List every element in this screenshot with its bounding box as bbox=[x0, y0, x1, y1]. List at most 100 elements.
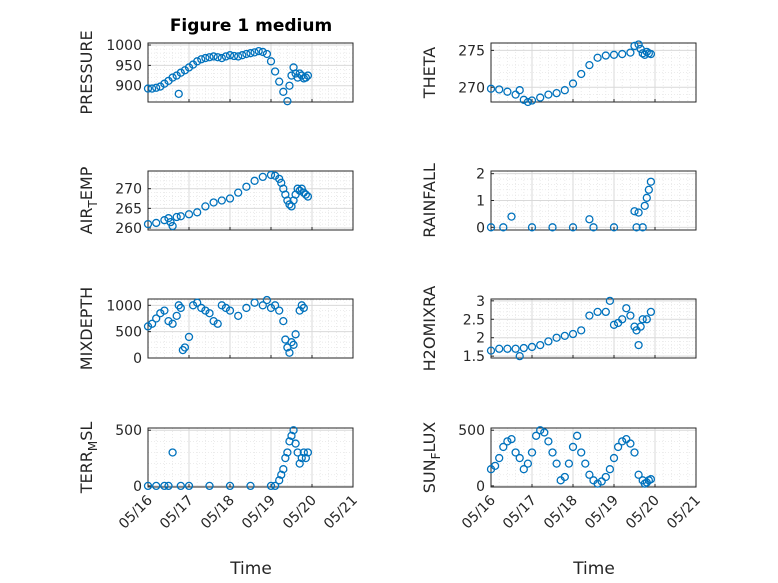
data-point bbox=[536, 93, 545, 102]
data-point bbox=[609, 453, 619, 463]
data-point bbox=[577, 326, 586, 335]
data-point bbox=[593, 479, 602, 488]
x-axis-label-left: Time bbox=[229, 559, 272, 579]
data-point bbox=[275, 306, 284, 315]
data-point bbox=[523, 97, 533, 107]
data-point bbox=[486, 223, 496, 232]
data-point bbox=[560, 331, 569, 341]
data-point bbox=[638, 223, 647, 232]
data-point bbox=[295, 459, 304, 468]
data-point bbox=[164, 316, 173, 326]
data-point bbox=[609, 320, 619, 329]
data-point bbox=[176, 68, 185, 77]
data-point bbox=[642, 315, 651, 324]
data-point bbox=[242, 182, 251, 191]
data-point bbox=[634, 208, 643, 217]
data-point bbox=[209, 316, 218, 326]
data-point bbox=[519, 95, 528, 104]
data-point bbox=[168, 73, 177, 82]
data-point bbox=[622, 434, 631, 444]
axes-box bbox=[147, 42, 354, 103]
data-point bbox=[234, 52, 243, 61]
axes-box bbox=[490, 427, 697, 488]
data-point bbox=[593, 53, 602, 62]
y-tick-label: 1 bbox=[476, 194, 485, 210]
y-axis-label: MIXDEPTH bbox=[77, 287, 96, 370]
data-point bbox=[176, 481, 185, 491]
data-point bbox=[622, 304, 631, 313]
data-point bbox=[642, 193, 651, 202]
subplot-mixdepth: 0 500 1000 MIXDEPTH bbox=[77, 287, 354, 370]
data-point bbox=[156, 309, 165, 318]
data-point bbox=[646, 177, 656, 186]
data-point bbox=[495, 344, 504, 353]
data-point bbox=[511, 448, 520, 457]
data-point bbox=[262, 295, 272, 305]
data-point bbox=[188, 301, 198, 310]
data-point bbox=[527, 96, 537, 105]
data-point bbox=[577, 448, 586, 457]
data-point bbox=[143, 322, 153, 331]
data-point bbox=[527, 223, 537, 232]
data-point bbox=[172, 311, 181, 321]
data-point bbox=[299, 448, 308, 457]
data-point bbox=[299, 303, 308, 313]
data-point bbox=[564, 459, 574, 468]
data-point bbox=[640, 201, 649, 211]
data-point bbox=[166, 217, 175, 227]
data-point bbox=[283, 448, 292, 457]
y-axis-label: H2OMIXRA bbox=[420, 286, 439, 372]
data-point bbox=[585, 215, 594, 224]
data-point bbox=[618, 49, 627, 59]
data-point bbox=[511, 90, 520, 99]
subplot-rainfall: 0 1 2 RAINFALL bbox=[420, 163, 697, 238]
data-point bbox=[577, 69, 586, 79]
data-point bbox=[536, 340, 545, 350]
data-point bbox=[217, 301, 226, 310]
data-point bbox=[638, 315, 647, 324]
data-point bbox=[638, 49, 647, 58]
y-tick-label: 900 bbox=[115, 79, 142, 95]
data-point bbox=[205, 53, 214, 62]
y-tick-label: 270 bbox=[115, 182, 142, 198]
data-point bbox=[258, 301, 267, 310]
data-point bbox=[646, 307, 656, 317]
data-point bbox=[143, 84, 153, 93]
data-point bbox=[221, 303, 231, 313]
data-point bbox=[291, 330, 300, 339]
data-point bbox=[589, 223, 598, 232]
data-point bbox=[519, 465, 528, 474]
y-axis-label: TERRMSL bbox=[77, 422, 100, 495]
data-point bbox=[544, 90, 553, 99]
data-point bbox=[572, 431, 582, 440]
data-point bbox=[143, 219, 153, 229]
data-point bbox=[605, 465, 615, 474]
data-point bbox=[152, 218, 161, 228]
y-tick-label: 275 bbox=[458, 43, 485, 59]
data-point bbox=[293, 73, 302, 82]
data-point bbox=[499, 442, 508, 452]
axes-box bbox=[147, 170, 354, 231]
data-point bbox=[527, 448, 537, 457]
data-point bbox=[275, 476, 284, 485]
data-point bbox=[193, 57, 202, 66]
data-point bbox=[258, 47, 267, 57]
y-tick-label: 2.5 bbox=[463, 312, 485, 328]
data-point bbox=[201, 53, 210, 63]
data-point bbox=[581, 459, 590, 468]
data-point bbox=[548, 448, 557, 457]
data-point bbox=[646, 49, 656, 59]
axes-box bbox=[490, 42, 697, 103]
data-point bbox=[527, 342, 537, 352]
data-point bbox=[613, 442, 623, 452]
data-point bbox=[176, 303, 185, 313]
data-point bbox=[160, 481, 169, 491]
data-point bbox=[242, 49, 251, 59]
data-point bbox=[193, 298, 202, 307]
data-point bbox=[560, 86, 569, 95]
x-axis-label-right: Time bbox=[572, 559, 615, 579]
data-point bbox=[511, 344, 520, 353]
axes-box bbox=[147, 427, 354, 488]
data-point bbox=[281, 453, 290, 463]
data-point bbox=[201, 202, 210, 211]
